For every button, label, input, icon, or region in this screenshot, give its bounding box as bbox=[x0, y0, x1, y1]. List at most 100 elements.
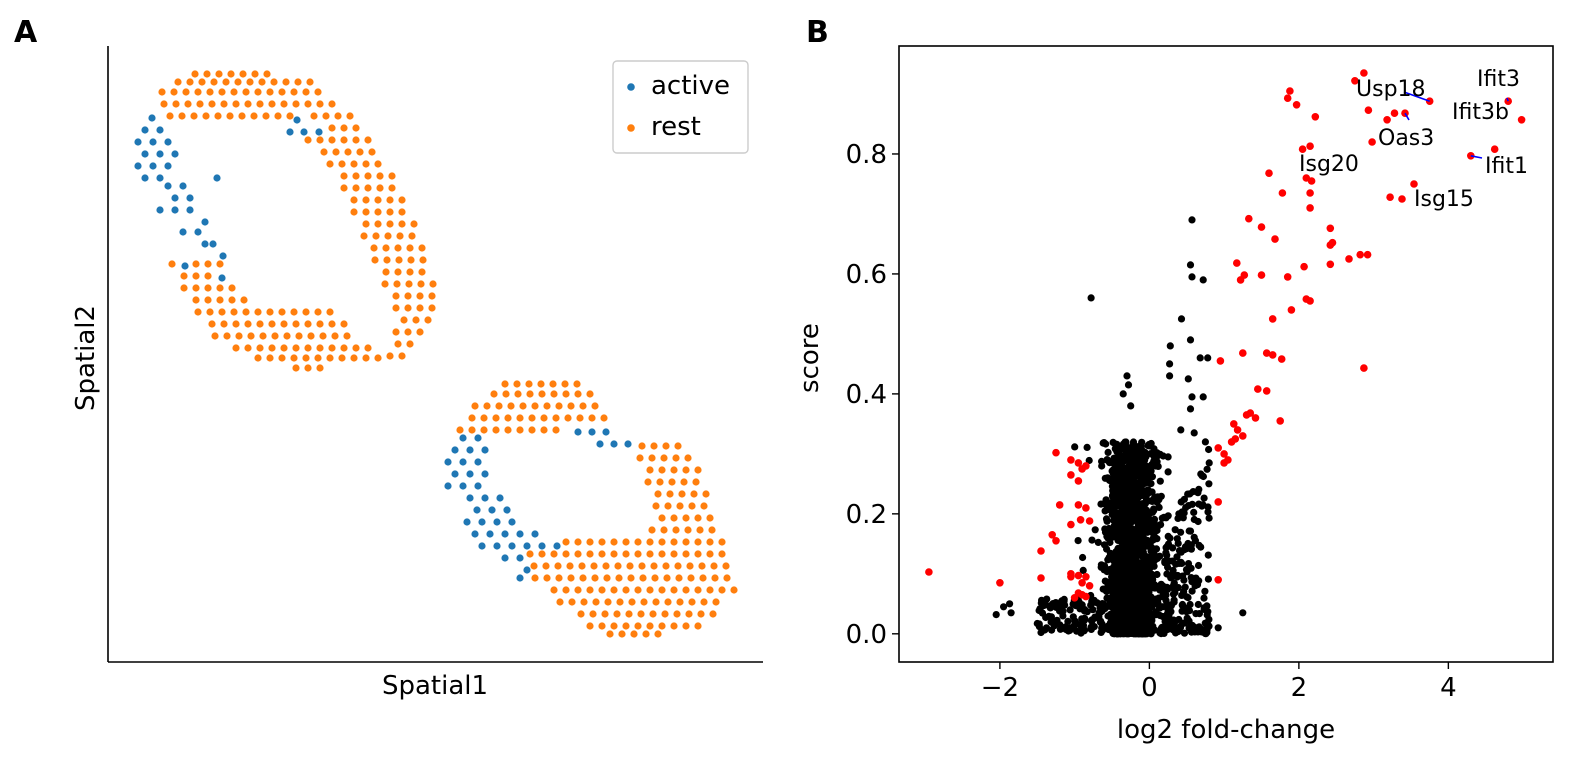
spot-rest bbox=[561, 380, 569, 388]
spot-rest bbox=[670, 514, 678, 522]
point-other bbox=[1106, 610, 1115, 619]
spot-rest bbox=[266, 308, 274, 316]
spot-rest bbox=[672, 454, 680, 462]
spot-rest bbox=[256, 344, 264, 352]
point-significant bbox=[1326, 260, 1335, 269]
spot-rest bbox=[687, 574, 695, 582]
spot-active bbox=[596, 440, 604, 448]
point-other bbox=[1083, 443, 1091, 451]
point-other bbox=[1087, 294, 1095, 302]
point-other bbox=[1169, 566, 1177, 575]
spot-rest bbox=[603, 574, 611, 582]
spot-rest bbox=[160, 100, 168, 108]
spot-rest bbox=[649, 610, 657, 618]
spot-rest bbox=[730, 586, 738, 594]
point-other bbox=[1071, 620, 1079, 628]
spot-rest bbox=[663, 574, 671, 582]
spot-rest bbox=[586, 390, 594, 398]
spot-rest bbox=[242, 88, 250, 96]
spot-active bbox=[134, 162, 142, 170]
spot-rest bbox=[678, 490, 686, 498]
point-other bbox=[1043, 595, 1051, 603]
point-other bbox=[1126, 466, 1134, 474]
spot-rest bbox=[694, 538, 702, 546]
point-other bbox=[1109, 486, 1117, 495]
gene-label: Ifit3 bbox=[1477, 67, 1520, 92]
spot-rest bbox=[394, 268, 402, 276]
spot-rest bbox=[694, 586, 702, 594]
spot-rest bbox=[306, 78, 314, 86]
spot-rest bbox=[254, 354, 262, 362]
spot-active bbox=[148, 114, 156, 122]
gene-label: Ifit1 bbox=[1485, 154, 1528, 179]
point-other bbox=[1137, 471, 1146, 479]
point-other bbox=[1147, 579, 1155, 587]
point-other bbox=[1108, 578, 1116, 586]
spot-rest bbox=[268, 100, 276, 108]
spot-rest bbox=[192, 272, 200, 280]
point-other bbox=[1037, 599, 1045, 607]
point-other bbox=[1180, 495, 1188, 503]
spot-rest bbox=[316, 136, 324, 144]
spot-rest bbox=[688, 598, 696, 606]
spot-rest bbox=[383, 256, 391, 264]
x-tick-label: 2 bbox=[1291, 673, 1308, 703]
spot-rest bbox=[698, 562, 706, 570]
spot-active bbox=[164, 162, 172, 170]
point-significant bbox=[1078, 465, 1086, 473]
point-other bbox=[1000, 603, 1008, 611]
spot-rest bbox=[723, 574, 731, 582]
point-other bbox=[1115, 500, 1123, 508]
spot-active bbox=[186, 206, 194, 214]
spot-rest bbox=[674, 442, 682, 450]
spot-rest bbox=[526, 550, 534, 558]
point-other bbox=[1204, 503, 1212, 511]
spot-rest bbox=[634, 538, 642, 546]
spot-rest bbox=[304, 344, 312, 352]
spot-rest bbox=[696, 526, 704, 534]
spot-rest bbox=[386, 220, 394, 228]
point-other bbox=[1199, 393, 1207, 401]
spot-rest bbox=[203, 70, 211, 78]
spot-rest bbox=[526, 390, 534, 398]
point-significant bbox=[1242, 411, 1251, 419]
point-other bbox=[1091, 526, 1099, 534]
spot-active bbox=[141, 150, 149, 158]
point-other bbox=[1163, 610, 1171, 618]
point-other bbox=[1148, 497, 1156, 505]
point-other bbox=[1186, 405, 1195, 413]
point-significant bbox=[1300, 262, 1308, 271]
spot-rest bbox=[259, 332, 267, 340]
spot-rest bbox=[554, 562, 562, 570]
spot-rest bbox=[244, 344, 252, 352]
legend-box bbox=[612, 60, 749, 154]
spot-rest bbox=[314, 308, 322, 316]
point-other bbox=[1060, 597, 1068, 605]
gene-label: Isg15 bbox=[1414, 187, 1474, 212]
point-other bbox=[1079, 553, 1087, 562]
point-significant bbox=[1283, 94, 1292, 102]
legend-marker-rest bbox=[627, 124, 635, 132]
spot-rest bbox=[622, 538, 630, 546]
spot-rest bbox=[699, 574, 707, 582]
spot-active bbox=[508, 542, 516, 550]
point-other bbox=[1172, 560, 1180, 568]
spot-rest bbox=[374, 354, 382, 362]
point-other bbox=[1129, 460, 1137, 468]
point-significant bbox=[1287, 306, 1296, 314]
spot-rest bbox=[673, 610, 681, 618]
spot-rest bbox=[326, 160, 334, 168]
spot-rest bbox=[407, 256, 415, 264]
spot-rest bbox=[652, 598, 660, 606]
spot-rest bbox=[328, 320, 336, 328]
spot-active bbox=[478, 542, 486, 550]
spot-rest bbox=[295, 332, 303, 340]
point-other bbox=[1186, 261, 1195, 269]
spot-rest bbox=[360, 232, 368, 240]
point-other bbox=[1204, 354, 1212, 362]
spot-rest bbox=[564, 414, 572, 422]
point-significant bbox=[1239, 432, 1247, 440]
spot-active bbox=[474, 458, 482, 466]
spot-rest bbox=[364, 184, 372, 192]
spot-rest bbox=[343, 332, 351, 340]
